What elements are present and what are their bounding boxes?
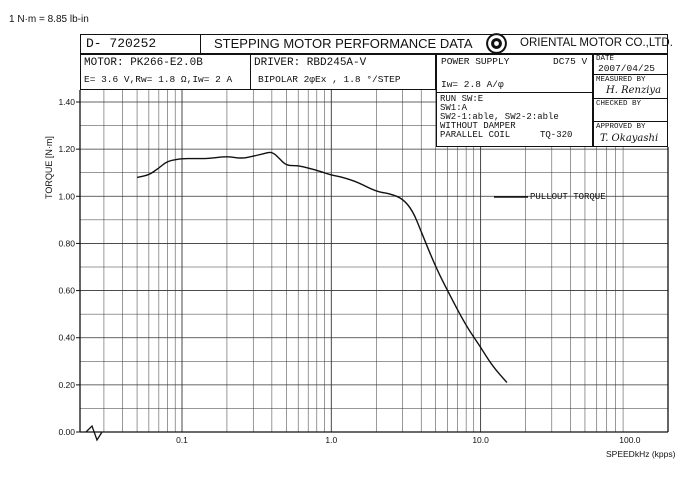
y-tick-label: 0.20 xyxy=(58,380,75,390)
document-id: D- 720252 xyxy=(86,36,157,51)
pullout-torque-curve xyxy=(136,151,508,383)
spec-box xyxy=(80,54,436,90)
coil-setting: PARALLEL COIL xyxy=(440,130,511,140)
approval-box xyxy=(593,54,668,147)
legend-label: PULLOUT TORQUE xyxy=(530,192,606,202)
y-tick-label: 1.20 xyxy=(58,144,75,154)
y-tick-label: 1.00 xyxy=(58,191,75,201)
x-tick-label: 0.1 xyxy=(176,435,188,445)
conversion-note: 1 N·m = 8.85 lb-in xyxy=(9,14,89,25)
phase-current: Iw= 2.8 A/φ xyxy=(441,79,504,90)
damper-setting: WITHOUT DAMPER xyxy=(440,121,516,131)
approved-by-label: APPROVED BY xyxy=(596,123,646,131)
header-bar xyxy=(80,34,668,54)
power-supply-value: DC75 V xyxy=(553,56,588,67)
company-logo xyxy=(486,33,507,54)
y-tick-label: 0.00 xyxy=(58,427,75,437)
approved-by-signature: T. Okayashi xyxy=(600,133,659,144)
sw1-setting: SW1:A xyxy=(440,103,468,113)
measured-by-label: MEASURED BY xyxy=(596,76,646,84)
settings-box xyxy=(436,54,593,147)
checked-by-label: CHECKED BY xyxy=(596,100,642,108)
motor-model: MOTOR: PK266-E2.0B xyxy=(84,57,203,69)
x-tick-label: 100.0 xyxy=(619,435,641,445)
measured-by-signature: H. Renziya xyxy=(606,85,662,96)
driver-model: DRIVER: RBD245A-V xyxy=(254,57,367,69)
drive-mode: BIPOLAR 2φEx , 1.8 °/STEP xyxy=(258,74,401,85)
test-id: TQ-320 xyxy=(540,130,573,140)
run-setting: RUN SW:E xyxy=(440,94,484,104)
motor-electrical: E= 3.6 V,Rw= 1.8 Ω,Iw= 2 A xyxy=(84,74,233,85)
sw2-setting: SW2-1:able, SW2-2:able xyxy=(440,112,559,122)
axis-break-mark xyxy=(85,424,103,442)
document-title: STEPPING MOTOR PERFORMANCE DATA xyxy=(214,36,473,51)
y-tick-label: 0.60 xyxy=(58,286,75,296)
date-value: 2007/04/25 xyxy=(598,63,656,74)
x-tick-label: 10.0 xyxy=(472,435,489,445)
y-tick-label: 0.80 xyxy=(58,238,75,248)
company-name: ORIENTAL MOTOR CO.,LTD. xyxy=(520,37,673,49)
y-tick-label: 0.40 xyxy=(58,333,75,343)
x-axis-label: SPEEDkHz (kpps) xyxy=(606,449,676,459)
y-tick-label: 1.40 xyxy=(58,97,75,107)
power-supply-label: POWER SUPPLY xyxy=(441,56,510,67)
y-axis-label: TORQUE [N·m] xyxy=(44,136,54,199)
date-label: DATE xyxy=(596,55,615,63)
x-tick-label: 1.0 xyxy=(325,435,337,445)
y-axis-label-wrap: TORQUE [N·m] xyxy=(44,99,56,199)
